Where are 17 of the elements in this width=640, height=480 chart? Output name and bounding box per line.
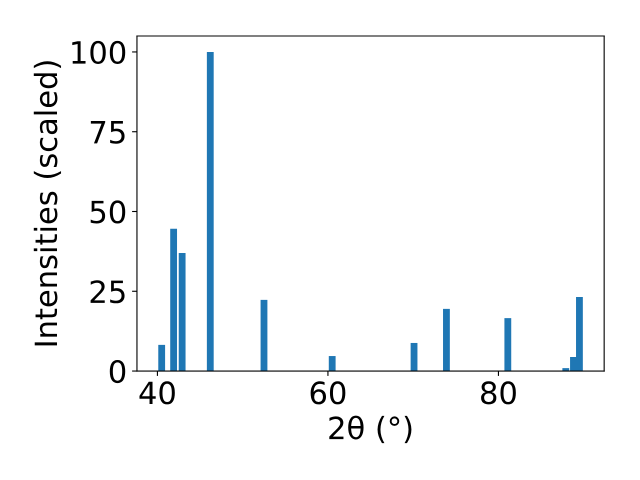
y-tick-label: 25 — [90, 280, 125, 304]
bar — [410, 342, 418, 372]
x-axis-title: 2θ (°) — [329, 416, 412, 444]
x-tick-label: 80 — [481, 381, 516, 404]
y-tick-label: 100 — [72, 40, 126, 64]
bar — [328, 356, 336, 372]
y-axis-title: Intensities (scaled) — [34, 61, 62, 346]
bar — [206, 52, 214, 372]
bar — [443, 308, 450, 372]
bar — [158, 344, 166, 372]
x-tick-label: 60 — [310, 381, 346, 404]
bar — [504, 318, 512, 372]
y-tick-label: 50 — [90, 200, 126, 224]
y-tick-label: 0 — [110, 360, 126, 384]
y-tick-label: 75 — [90, 121, 125, 144]
bar — [260, 300, 268, 372]
x-tick-label: 40 — [139, 381, 175, 404]
